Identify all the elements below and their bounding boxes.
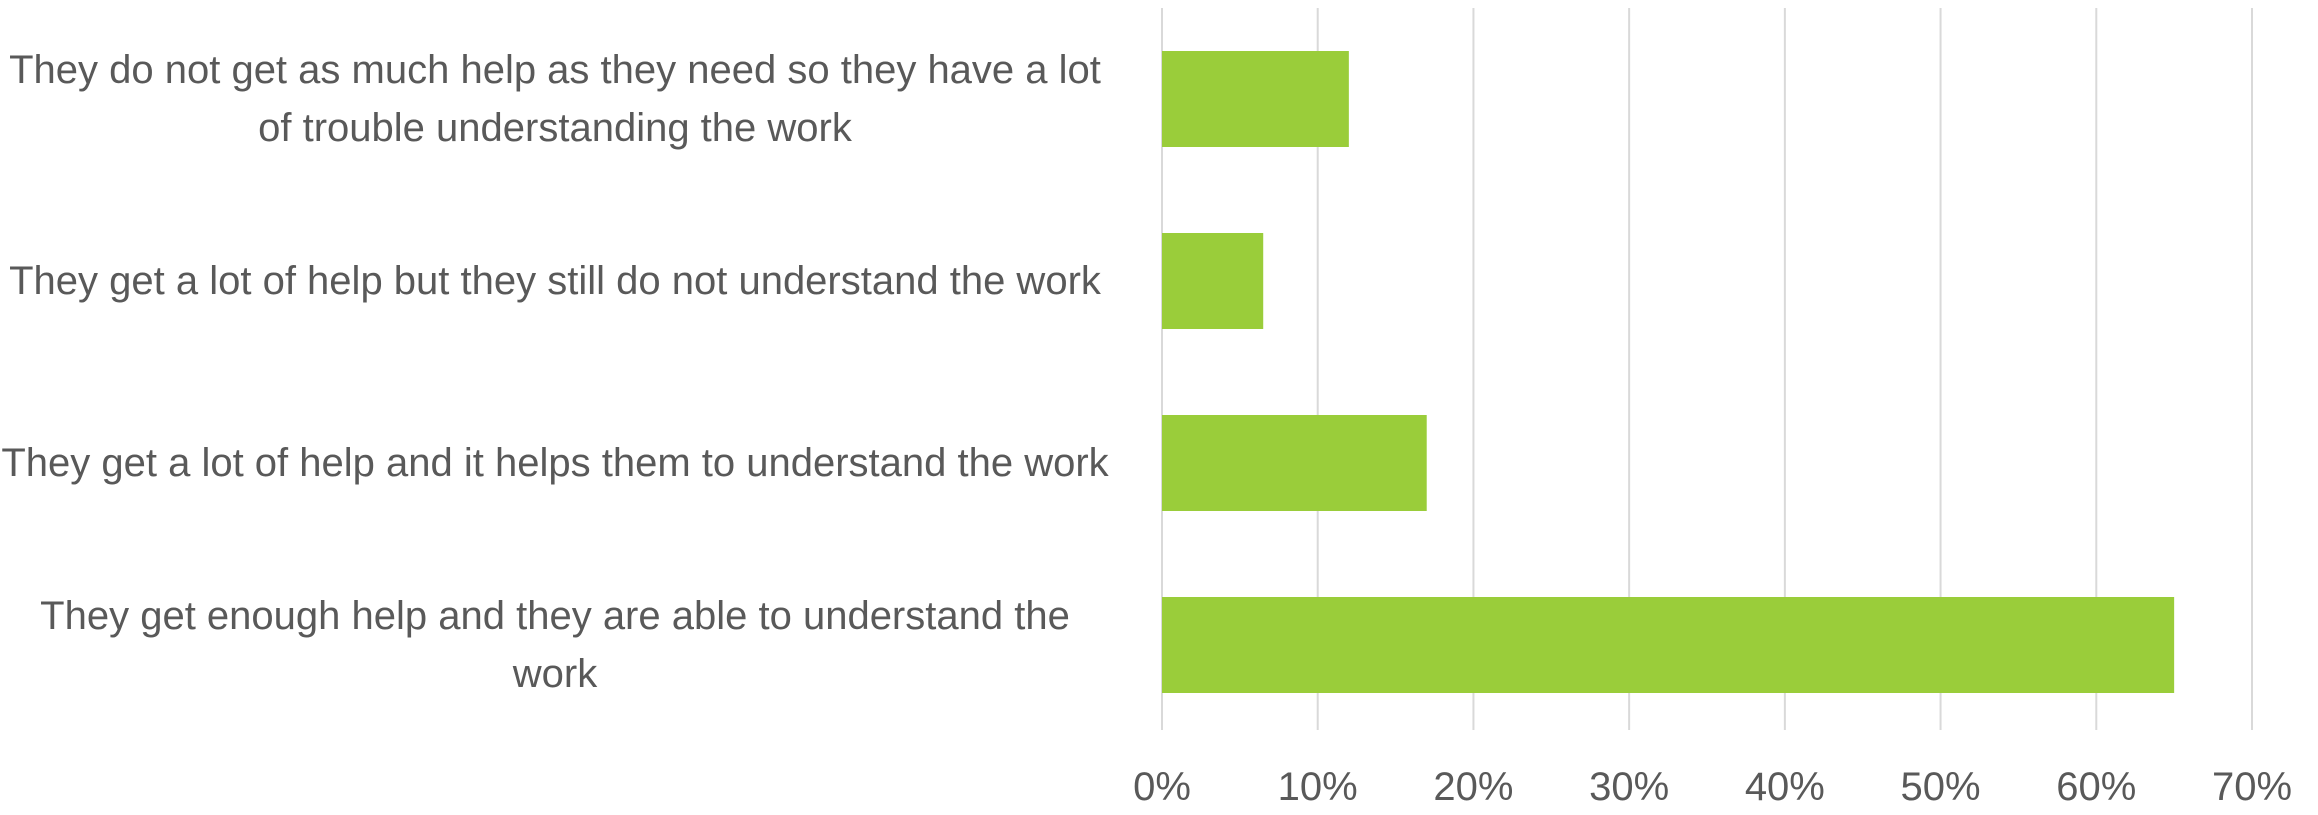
x-tick-label: 50%: [1900, 765, 1981, 809]
category-label: They get a lot of help and it helps them…: [1, 441, 1109, 485]
x-tick-label: 20%: [1433, 765, 1514, 809]
bar: [1162, 415, 1427, 511]
x-tick-label: 60%: [2056, 765, 2137, 809]
bar: [1162, 233, 1264, 329]
category-label: They get a lot of help but they still do…: [9, 259, 1101, 303]
x-tick-label: 70%: [2211, 765, 2293, 809]
x-tick-label: 0%: [1133, 765, 1191, 809]
bar: [1162, 51, 1349, 147]
x-tick-label: 30%: [1589, 765, 1670, 809]
category-label: They get enough help and they are able t…: [40, 594, 1070, 696]
bar: [1162, 597, 2175, 693]
category-label: They do not get as much help as they nee…: [9, 48, 1101, 150]
x-tick-label: 10%: [1277, 765, 1358, 809]
x-tick-label: 40%: [1744, 765, 1825, 809]
